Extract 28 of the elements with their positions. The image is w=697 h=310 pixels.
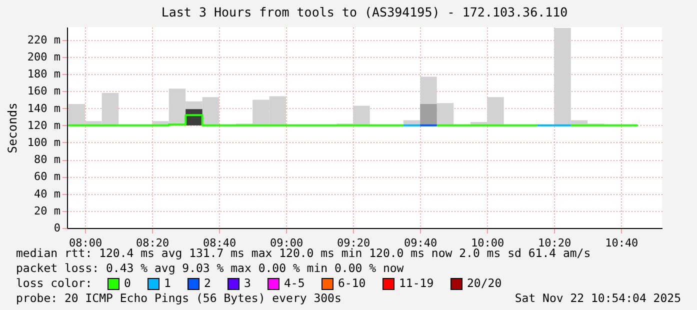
- legend-label: 11-19: [399, 276, 434, 290]
- bar: [420, 104, 437, 126]
- y-tick-label: 140 m: [27, 102, 61, 115]
- y-tick-label: 160 m: [27, 84, 61, 98]
- x-tick-label: 10:40: [605, 236, 638, 250]
- y-tick-label: 20 m: [34, 204, 61, 218]
- text: Sat Nov 22 10:54:04 2025: [514, 291, 681, 305]
- y-tick-label: 180 m: [27, 68, 61, 81]
- y-tick-label: 120 m: [27, 118, 61, 132]
- legend-label: 6-10: [338, 276, 366, 290]
- text: packet loss: 0.43 % avg 9.03 % max 0.00 % min 0.00 % now: [16, 261, 404, 275]
- y-tick-label: 80 m: [34, 153, 61, 166]
- text: probe: 20 ICMP Echo Pings (56 Bytes) every 300s: [16, 291, 342, 305]
- y-axis-title: Seconds: [5, 102, 20, 154]
- legend-label: 3: [244, 276, 251, 290]
- legend-label: 20/20: [467, 276, 502, 290]
- y-tick-label: 40 m: [34, 187, 61, 200]
- y-tick-label: 220 m: [27, 33, 61, 46]
- y-tick-label: 100 m: [27, 136, 61, 149]
- y-tick-label: 60 m: [34, 170, 61, 184]
- legend-label: 4-5: [284, 276, 305, 290]
- y-tick-label: 0: [54, 222, 60, 234]
- chart-title: Last 3 Hours from tools to (AS394195) - 172.103.36.110: [161, 4, 568, 20]
- y-tick-label: 200 m: [27, 50, 61, 64]
- legend-title: loss color:: [16, 276, 92, 290]
- legend-label: 2: [204, 276, 211, 290]
- legend-label: 0: [124, 276, 131, 290]
- legend-label: 1: [164, 276, 171, 290]
